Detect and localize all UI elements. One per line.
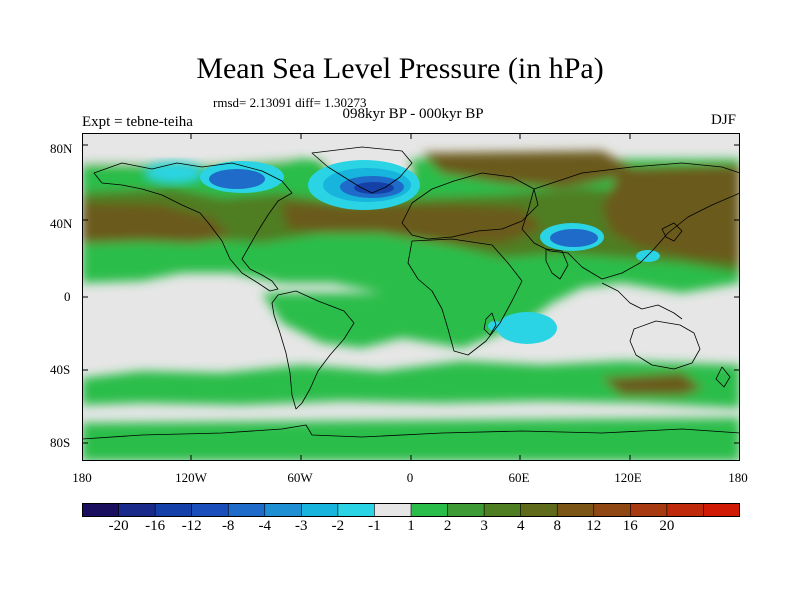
colorbar-swatch [593,503,632,517]
lat-label-80n: 80N [50,141,73,156]
colorbar-swatch [483,503,522,517]
blue-low-canada [209,169,265,189]
coastlines [82,146,740,440]
brown-field-north-pacific [82,203,232,243]
colorbar-swatch [520,503,558,517]
green-field-antarctic [82,418,740,461]
coast-africa [407,238,523,356]
colorbar-label: -8 [221,518,235,534]
coast-europe [401,172,539,240]
lon-label-60e: 60E [508,470,530,485]
blue-low-tibet [550,229,598,247]
cyan-low-indian-ocean [497,312,557,344]
colorbar-label: -1 [368,518,381,534]
coast-north-america [93,162,293,292]
coast-antarctica [82,424,740,440]
navy-low-iceland [354,182,394,194]
colorbar-label: 1 [407,518,415,534]
coast-greenland [311,146,413,194]
coast-new-zealand [715,366,731,388]
experiment-label: Expt = tebne-teiha [82,114,193,130]
colorbar-label: -4 [258,518,272,534]
pressure-map [82,133,740,461]
colorbar-label: 8 [553,518,561,534]
lon-label-180w: 180 [72,470,92,485]
colorbar-label: 2 [443,518,452,534]
lat-label-40n: 40N [50,216,73,231]
season-label: DJF [711,112,737,128]
colorbar-swatch [337,503,376,517]
colorbar-swatch [447,503,485,517]
colorbar-label: 16 [622,518,638,534]
colorbar-swatch [191,503,229,517]
colorbar-label: -3 [295,518,308,534]
colorbar-swatch [630,503,668,517]
lon-label-120w: 120W [175,470,207,485]
cyan-low-bering [144,162,204,184]
lon-label-180e: 180 [728,470,748,485]
coast-japan [661,222,683,242]
brown-field-arctic [422,151,642,188]
colorbar-label: -20 [108,518,129,534]
coast-southeast-asia [601,282,683,320]
coast-asia [521,162,740,280]
colorbar-swatch [154,503,193,517]
map-title: Mean Sea Level Pressure (in hPa) [196,52,604,85]
green-field-south [82,361,740,408]
colorbar-swatch [374,503,412,517]
lon-label-0: 0 [406,470,414,485]
coast-australia [629,320,701,370]
lon-label-60w: 60W [287,470,313,485]
lat-label-40s: 40S [50,362,71,377]
colorbar-frame [82,503,740,517]
axis-ticks [82,133,740,461]
colorbar-swatch [556,503,595,517]
green-field-tropics [262,293,502,348]
colorbar-swatch [703,503,740,517]
colorbar-label: 20 [659,518,675,534]
rmsd-diff-stats: rmsd= 2.13091 diff= 1.30273 [213,95,367,110]
coast-madagascar [483,312,497,336]
colorbar-label: -16 [145,518,166,534]
lat-label-eq: 0 [64,289,71,304]
colorbar-swatch [264,503,303,517]
cyan-low-philippine-sea [636,250,660,262]
colorbar-label: -12 [181,518,202,534]
colorbar-label: 4 [516,518,525,534]
period-subtitle: 098kyr BP - 000kyr BP [342,106,484,122]
colorbar-swatch [227,503,266,517]
colorbar-swatches [82,503,740,517]
colorbar-swatch [82,503,120,517]
coast-south-america [271,290,355,410]
colorbar-swatch [666,503,705,517]
colorbar-swatch [301,503,339,517]
colorbar-swatch [118,503,156,517]
colorbar [82,503,740,517]
colorbar-label: 3 [480,518,488,534]
colorbar-label: -2 [331,518,345,534]
brown-field-southern-indian [602,373,702,395]
coast-india [545,248,569,280]
colorbar-swatch [410,503,449,517]
brown-field-north-atlantic [282,203,542,243]
lon-label-120e: 120E [614,470,642,485]
brown-field-asia [602,165,740,263]
colorbar-label: 12 [586,518,602,534]
lat-label-80s: 80S [50,435,71,450]
neutral-field-arctic-gap [82,147,292,165]
